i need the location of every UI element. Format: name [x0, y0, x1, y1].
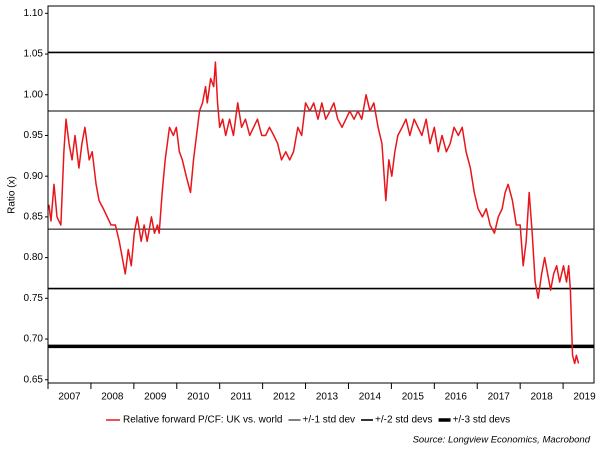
- data-line: [48, 61, 580, 365]
- x-tick-label: 2017: [488, 392, 511, 403]
- x-tick-label: 2016: [445, 392, 468, 403]
- x-tick-label: 2019: [573, 392, 596, 403]
- legend-label: +/-3 std devs: [453, 415, 511, 426]
- source-note: Source: Longview Economics, Macrobond: [413, 435, 591, 446]
- x-tick-label: 2010: [187, 392, 210, 403]
- y-tick-label: 0.90: [24, 171, 44, 182]
- y-tick-label: 0.75: [24, 293, 44, 304]
- y-tick-label: 0.95: [24, 130, 44, 141]
- y-tick-label: 1.10: [24, 8, 44, 19]
- y-tick-label: 1.05: [24, 49, 44, 60]
- x-tick-label: 2018: [531, 392, 554, 403]
- y-tick-label: 0.85: [24, 212, 44, 223]
- x-tick-label: 2013: [316, 392, 339, 403]
- x-tick-label: 2011: [230, 392, 252, 403]
- x-tick-label: 2009: [144, 392, 167, 403]
- y-tick-label: 0.70: [24, 334, 44, 345]
- y-tick-label: 0.65: [24, 374, 44, 385]
- x-tick-label: 2014: [359, 392, 382, 403]
- legend-label: +/-1 std dev: [303, 415, 356, 426]
- legend-label: +/-2 std devs: [375, 415, 433, 426]
- y-tick-label: 0.80: [24, 252, 44, 263]
- plot-frame: [47, 5, 595, 384]
- legend-label: Relative forward P/CF: UK vs. world: [123, 415, 283, 426]
- x-tick-label: 2008: [101, 392, 124, 403]
- y-axis-label: Ratio (x): [7, 176, 18, 214]
- x-tick-label: 2015: [402, 392, 425, 403]
- x-tick-label: 2012: [273, 392, 296, 403]
- x-tick-label: 2007: [58, 392, 81, 403]
- y-tick-label: 1.00: [24, 89, 44, 100]
